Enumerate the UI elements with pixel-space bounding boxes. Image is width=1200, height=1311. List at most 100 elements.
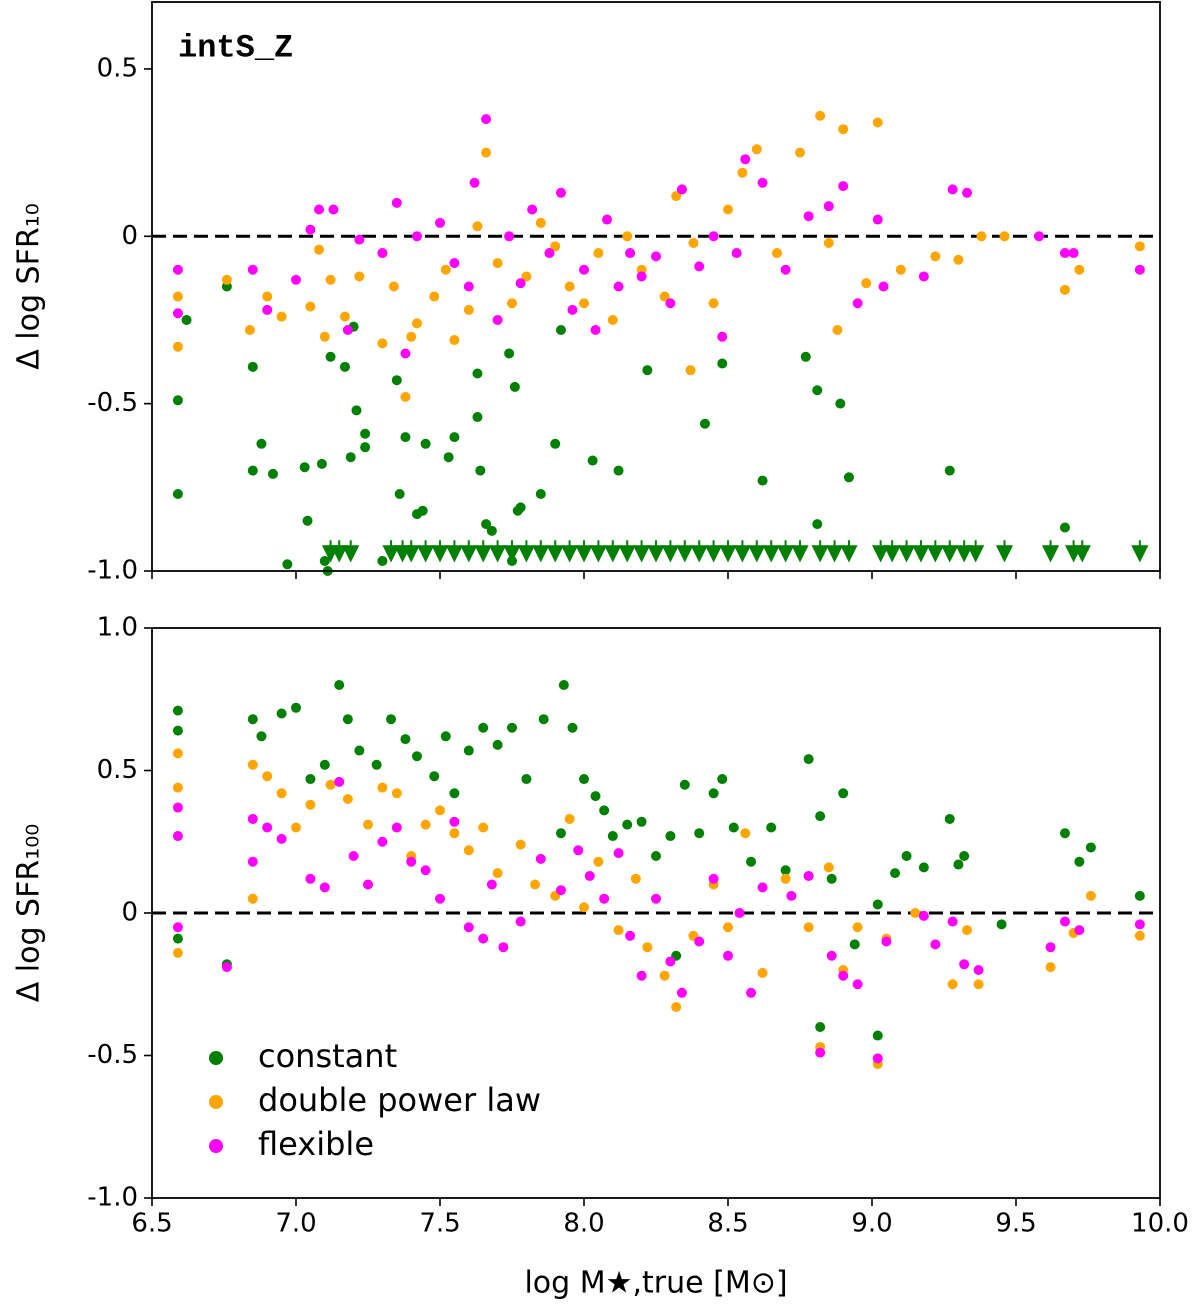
point	[852, 979, 863, 990]
point	[930, 251, 941, 262]
x-tick-label: 6.5	[131, 1209, 172, 1239]
point	[832, 325, 843, 336]
point	[354, 745, 365, 756]
point	[386, 714, 397, 725]
point	[812, 385, 823, 396]
point	[815, 110, 826, 121]
point	[651, 893, 661, 904]
y-tick-label: 1.0	[97, 613, 138, 643]
point	[728, 822, 739, 833]
point	[498, 942, 509, 953]
point	[976, 231, 987, 242]
point	[492, 314, 503, 325]
point	[723, 950, 733, 961]
point	[305, 799, 316, 810]
point	[377, 248, 388, 259]
point	[599, 805, 610, 816]
point	[391, 197, 402, 208]
point	[328, 204, 339, 215]
point	[944, 465, 955, 476]
point	[746, 987, 757, 998]
point	[665, 956, 676, 967]
point	[665, 298, 676, 309]
point	[504, 231, 515, 242]
point	[325, 274, 336, 285]
point	[472, 221, 483, 232]
point	[449, 816, 460, 827]
point	[481, 519, 492, 530]
point	[492, 868, 503, 879]
point	[417, 505, 428, 516]
point	[780, 264, 791, 275]
point	[247, 264, 258, 275]
point	[291, 274, 301, 285]
point	[579, 298, 589, 309]
point	[573, 845, 584, 856]
point	[316, 458, 327, 469]
point	[1134, 241, 1145, 252]
legend-label: constant	[258, 1037, 397, 1075]
upper-limit	[967, 540, 985, 563]
point	[717, 331, 728, 342]
point	[567, 722, 578, 733]
point	[360, 442, 371, 453]
point	[890, 868, 901, 879]
point	[319, 882, 330, 893]
point	[1074, 264, 1085, 275]
upper-limit	[575, 540, 593, 563]
upper-limit	[618, 540, 636, 563]
point	[630, 873, 641, 884]
point	[838, 970, 849, 981]
point	[1034, 231, 1045, 242]
point	[740, 154, 751, 165]
point	[247, 759, 258, 770]
point	[708, 873, 719, 884]
point	[515, 916, 526, 927]
point	[947, 916, 958, 927]
point	[530, 879, 541, 890]
point	[953, 859, 964, 870]
point	[959, 851, 970, 861]
point	[872, 899, 883, 910]
point	[276, 708, 287, 719]
point	[449, 828, 460, 839]
point	[723, 922, 733, 933]
legend-label: flexible	[258, 1125, 374, 1163]
point	[262, 291, 273, 302]
x-tick-label: 9.5	[995, 1209, 1036, 1239]
point	[895, 264, 906, 275]
upper-limit	[1073, 540, 1091, 563]
point	[469, 177, 480, 188]
point	[400, 734, 411, 745]
upper-limit	[883, 540, 901, 563]
point	[351, 405, 362, 416]
upper-limit	[995, 540, 1014, 563]
point	[172, 748, 183, 759]
point	[449, 335, 460, 346]
point	[391, 375, 402, 386]
point	[651, 251, 661, 262]
point	[172, 705, 183, 716]
point	[420, 819, 431, 830]
point	[267, 468, 278, 479]
point	[780, 865, 791, 876]
point	[449, 788, 460, 799]
upper-limit	[661, 540, 680, 563]
point	[172, 489, 183, 500]
point	[325, 351, 336, 362]
point	[538, 714, 549, 725]
point	[944, 813, 955, 824]
point	[481, 114, 492, 125]
point	[717, 774, 728, 785]
point	[411, 231, 422, 242]
y-tick-label: 0	[121, 221, 138, 251]
point	[247, 465, 258, 476]
point	[354, 234, 365, 245]
point	[861, 278, 872, 289]
upper-limit	[690, 540, 708, 563]
point	[305, 224, 316, 235]
point	[440, 264, 451, 275]
point	[247, 856, 258, 867]
point	[613, 465, 624, 476]
point	[342, 794, 353, 804]
